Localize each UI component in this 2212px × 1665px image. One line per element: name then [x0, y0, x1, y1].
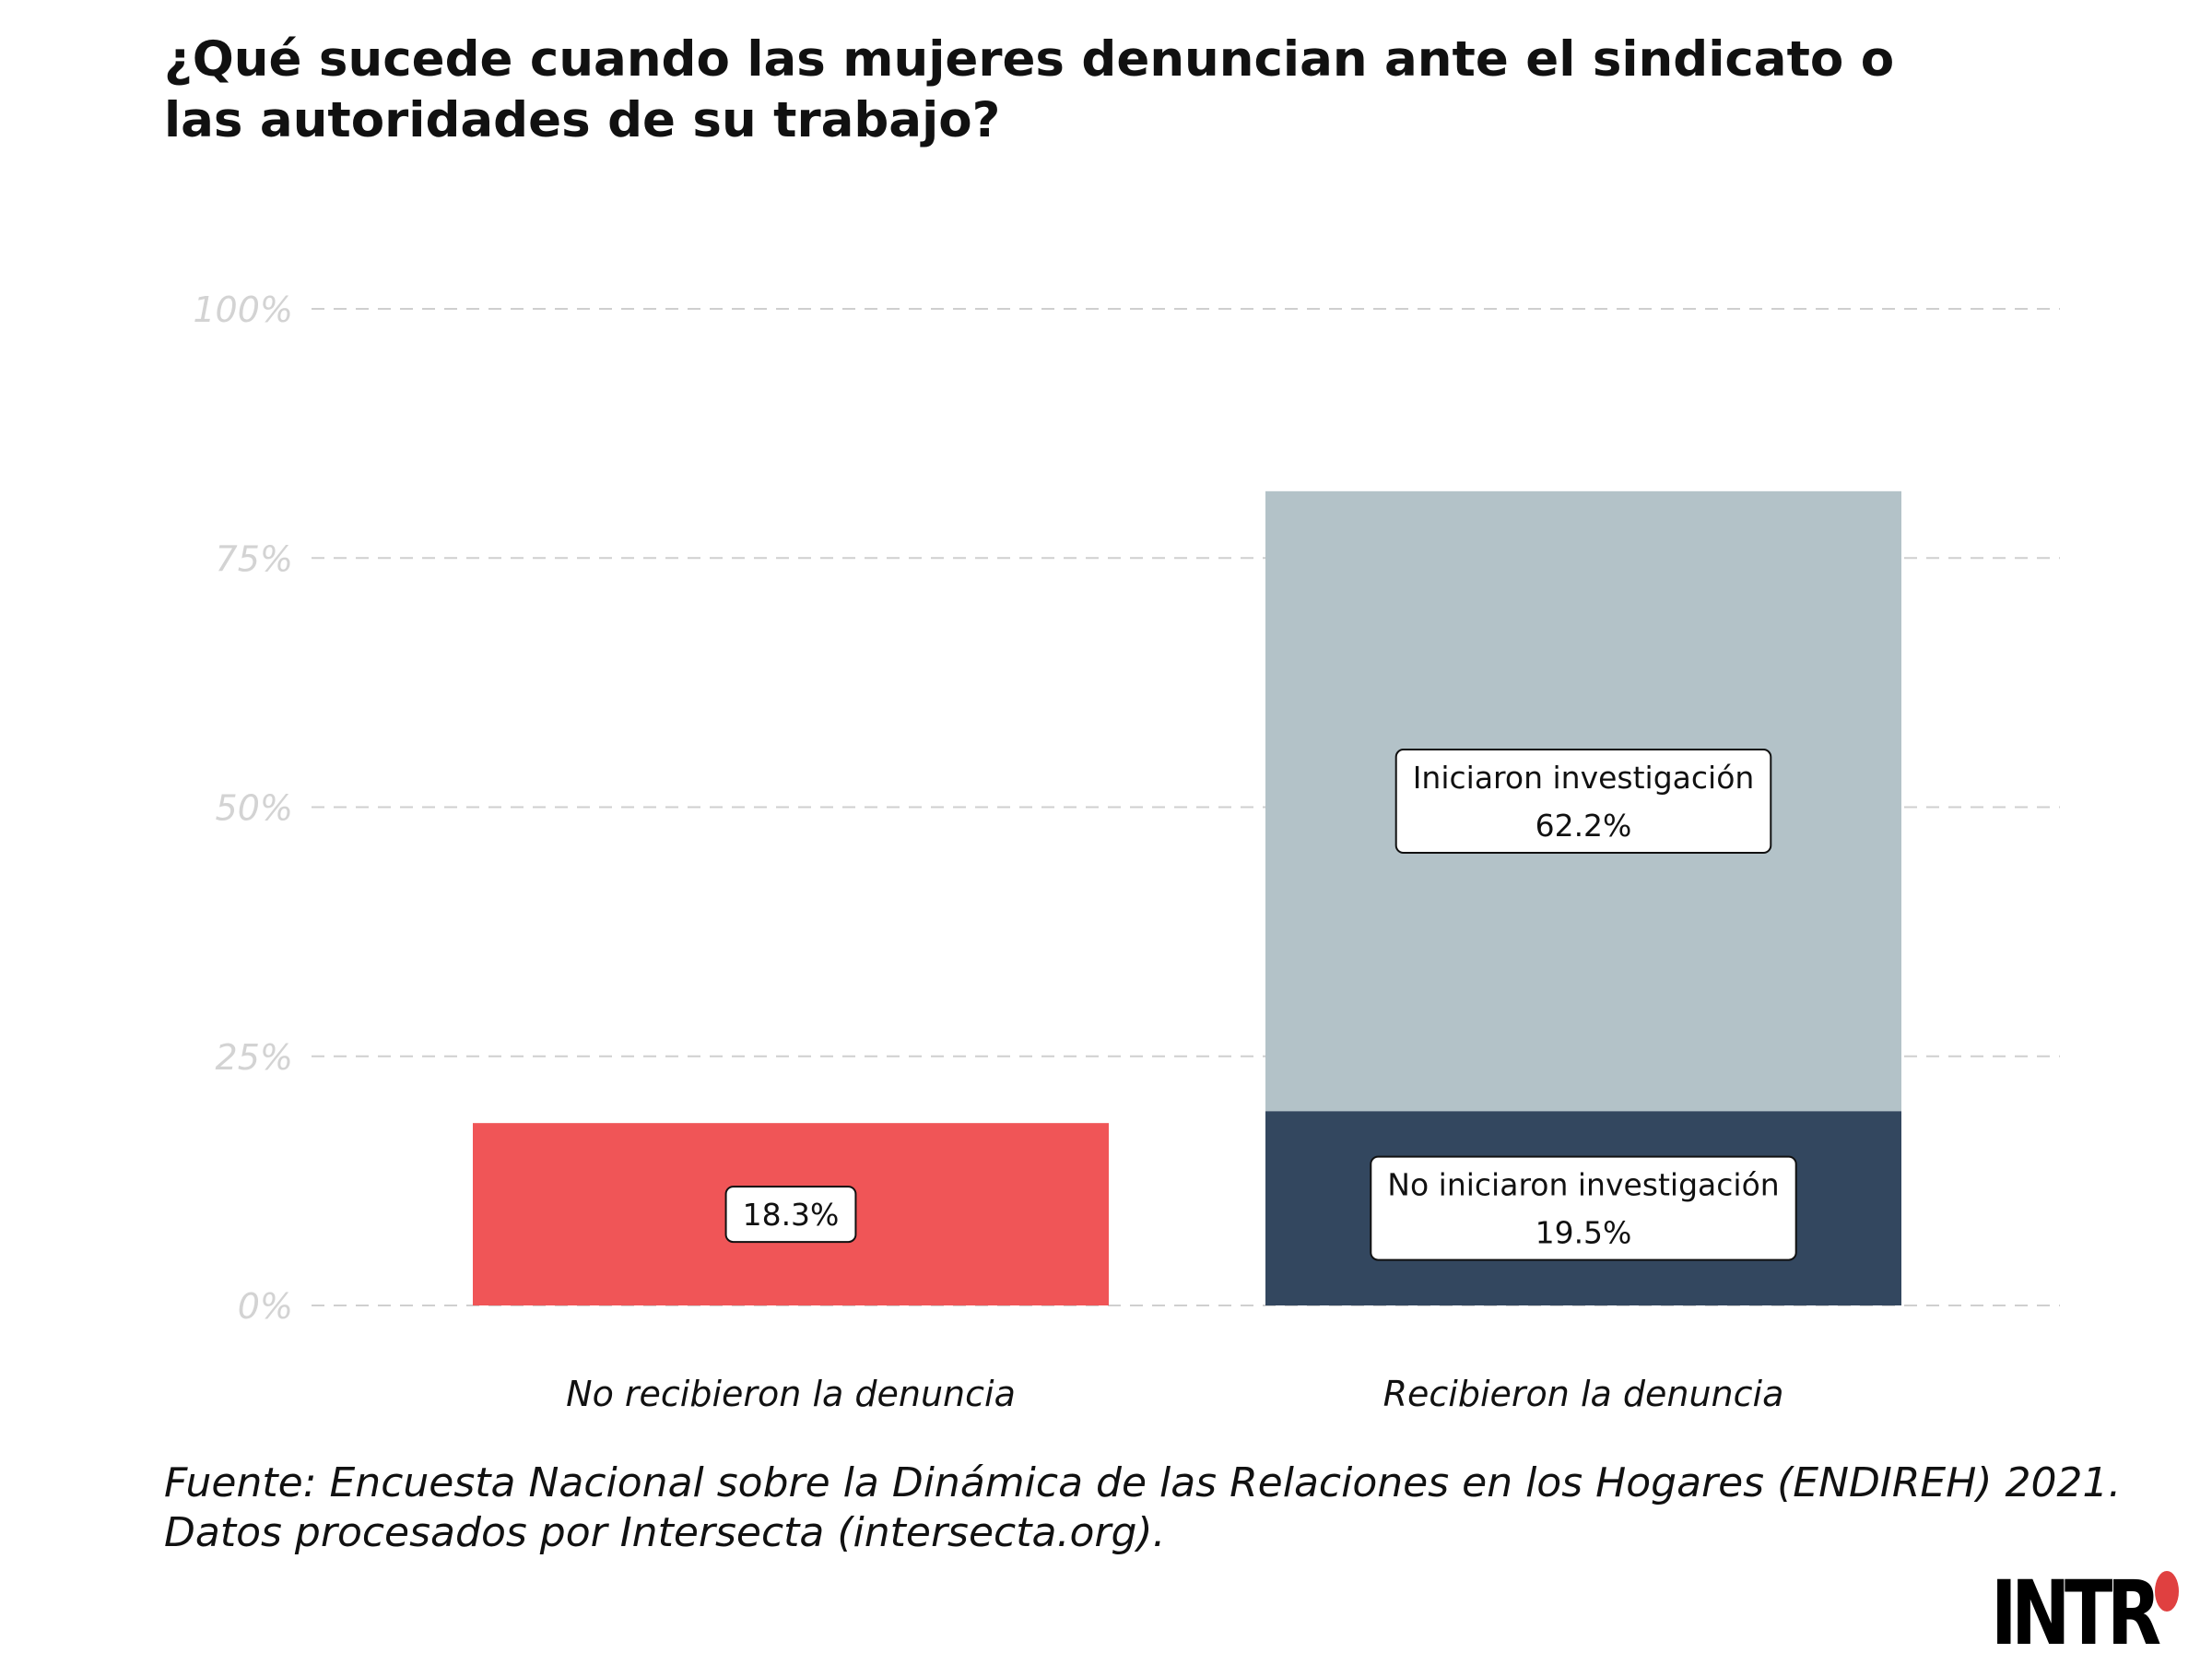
source-line-2: Datos procesados por Intersecta (interse…: [164, 1509, 1166, 1556]
y-tick-label: 0%: [238, 1286, 293, 1327]
y-tick-label: 100%: [193, 289, 293, 330]
data-label: Iniciaron investigación 62.2%: [1394, 749, 1772, 855]
x-category-label: No recibieron la denuncia: [566, 1374, 1016, 1414]
data-label-box: [1370, 1155, 1797, 1261]
data-label-value: 19.5%: [1535, 1214, 1632, 1250]
stacked-bar-chart: 0% 25% 50% 75% 100% 18.3% No iniciaron investi…: [193, 289, 2060, 1414]
data-label-value: 62.2%: [1535, 808, 1632, 844]
x-category-label: Recibieron la denuncia: [1383, 1374, 1784, 1414]
chart-title: ¿Qué sucede cuando las mujeres denuncian…: [164, 30, 2100, 151]
data-label-name: Iniciaron investigación: [1413, 760, 1755, 796]
source-note: Fuente: Encuesta Nacional sobre la Dinám…: [164, 1458, 2192, 1558]
chart-title-line-1: ¿Qué sucede cuando las mujeres denuncian…: [164, 31, 1895, 88]
logo-text: INTR: [1991, 1562, 2161, 1665]
y-tick-label: 75%: [216, 538, 293, 579]
data-label-value: 18.3%: [743, 1197, 840, 1233]
y-tick-label: 25%: [216, 1037, 293, 1078]
data-label: 18.3%: [724, 1186, 857, 1244]
chart-title-line-2: las autoridades de su trabajo?: [164, 92, 1001, 148]
intersecta-logo: INTR: [1991, 1567, 2203, 1659]
source-line-1: Fuente: Encuesta Nacional sobre la Dinám…: [164, 1459, 2122, 1506]
data-label-box: [724, 1186, 857, 1244]
data-label-box: [1394, 749, 1772, 855]
data-label: No iniciaron investigación 19.5%: [1370, 1155, 1797, 1261]
data-label-name: No iniciaron investigación: [1387, 1166, 1779, 1202]
logo-dot: [2155, 1571, 2179, 1612]
y-tick-label: 50%: [216, 788, 293, 829]
